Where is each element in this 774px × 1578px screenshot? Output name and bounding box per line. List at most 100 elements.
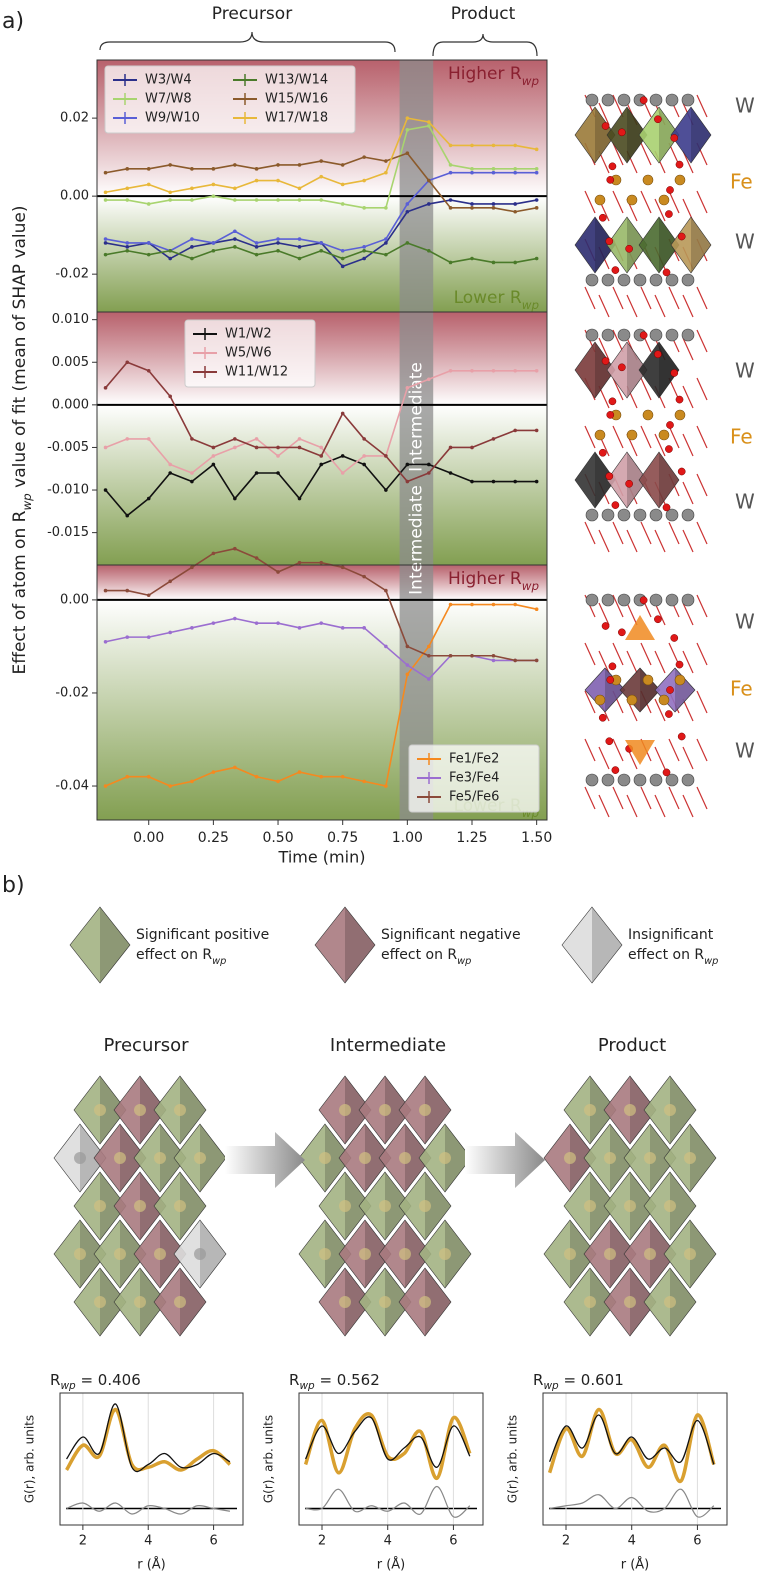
octahedron-face	[627, 342, 647, 398]
w-atom	[649, 593, 663, 607]
center-atom	[154, 1152, 166, 1164]
octahedron-face	[180, 1076, 206, 1144]
data-point	[427, 471, 431, 475]
data-point	[276, 241, 280, 245]
octahedron-face	[659, 107, 679, 163]
octahedron-face	[627, 452, 647, 508]
data-point	[448, 206, 453, 210]
data-point	[125, 513, 130, 518]
data-point	[384, 170, 388, 175]
legend-label: W15/W16	[265, 92, 328, 107]
w-atom	[649, 273, 663, 287]
plot-title-part: = 0.406	[76, 1371, 141, 1389]
o-atom	[606, 411, 615, 419]
data-point	[319, 248, 324, 253]
legend-label: Fe5/Fe6	[449, 790, 499, 805]
data-point	[211, 194, 216, 198]
data-point	[448, 143, 453, 148]
o-atom	[654, 615, 662, 624]
effect-legend-line-part: effect on R	[381, 947, 457, 963]
data-point	[276, 178, 280, 183]
x-tick-label: 6	[209, 1534, 217, 1549]
octahedron-face	[630, 1172, 656, 1240]
bond	[682, 433, 694, 457]
bond	[612, 286, 624, 310]
data-point	[534, 256, 539, 261]
data-point	[427, 677, 431, 681]
o-atom	[608, 162, 617, 171]
data-point	[362, 245, 366, 249]
o-atom	[625, 479, 633, 488]
center-atom	[644, 1152, 656, 1164]
data-point	[319, 159, 324, 163]
data-point	[211, 182, 216, 187]
fe-atom	[626, 429, 638, 441]
o-atom	[675, 660, 684, 669]
bond	[696, 594, 708, 618]
data-point	[168, 256, 172, 261]
center-atom	[664, 1200, 676, 1212]
data-point	[427, 120, 431, 124]
data-point	[319, 462, 324, 467]
bond	[626, 602, 638, 626]
w-atom	[633, 508, 647, 522]
data-point	[319, 560, 324, 565]
data-point	[319, 174, 324, 179]
octahedron-face	[160, 1124, 186, 1192]
center-atom	[134, 1104, 146, 1116]
data-point	[233, 765, 237, 770]
legend-label: W3/W4	[145, 73, 192, 88]
o-atom	[618, 363, 626, 372]
data-point	[491, 653, 496, 658]
panel-label: b)	[2, 873, 25, 898]
data-point	[297, 237, 302, 241]
data-point	[405, 479, 410, 484]
octahedron-face	[659, 217, 679, 273]
data-point	[254, 621, 259, 625]
bond	[612, 377, 624, 401]
data-point	[470, 445, 474, 450]
data-point	[362, 178, 366, 183]
data-point	[405, 462, 410, 467]
series-line	[303, 1412, 472, 1481]
fe-atom	[594, 429, 606, 441]
data-point	[470, 653, 474, 658]
bond	[654, 529, 666, 553]
x-tick-label: 2	[562, 1534, 570, 1549]
bond	[640, 286, 652, 310]
data-point	[211, 445, 216, 450]
octahedron	[606, 451, 648, 509]
bond	[654, 794, 666, 818]
data-point	[190, 256, 194, 261]
data-point	[146, 774, 151, 779]
data-point	[448, 260, 453, 265]
data-point	[276, 248, 280, 253]
o-atom	[662, 503, 671, 512]
higher-shade	[97, 312, 547, 405]
bond	[654, 602, 666, 626]
data-point	[276, 570, 280, 574]
data-point	[254, 167, 259, 171]
bond	[598, 294, 610, 318]
series-line	[66, 1502, 231, 1515]
data-point	[233, 186, 237, 191]
w-atom	[601, 508, 615, 522]
center-atom	[584, 1200, 596, 1212]
x-tick-label: 0.25	[198, 830, 229, 846]
x-tick-label: 0.50	[262, 830, 293, 846]
bond	[584, 286, 596, 310]
y-tick-label: 0.00	[60, 189, 89, 204]
octahedron	[69, 906, 131, 984]
octahedron-face	[385, 1172, 411, 1240]
center-atom	[419, 1296, 431, 1308]
w-atom	[601, 773, 615, 787]
data-point	[513, 658, 517, 663]
bond	[584, 425, 596, 449]
band-label: Intermediate	[406, 362, 426, 472]
bond	[640, 190, 652, 214]
o-atom	[639, 596, 648, 605]
data-point	[297, 445, 302, 450]
o-atom	[598, 713, 607, 722]
data-point	[513, 209, 517, 214]
